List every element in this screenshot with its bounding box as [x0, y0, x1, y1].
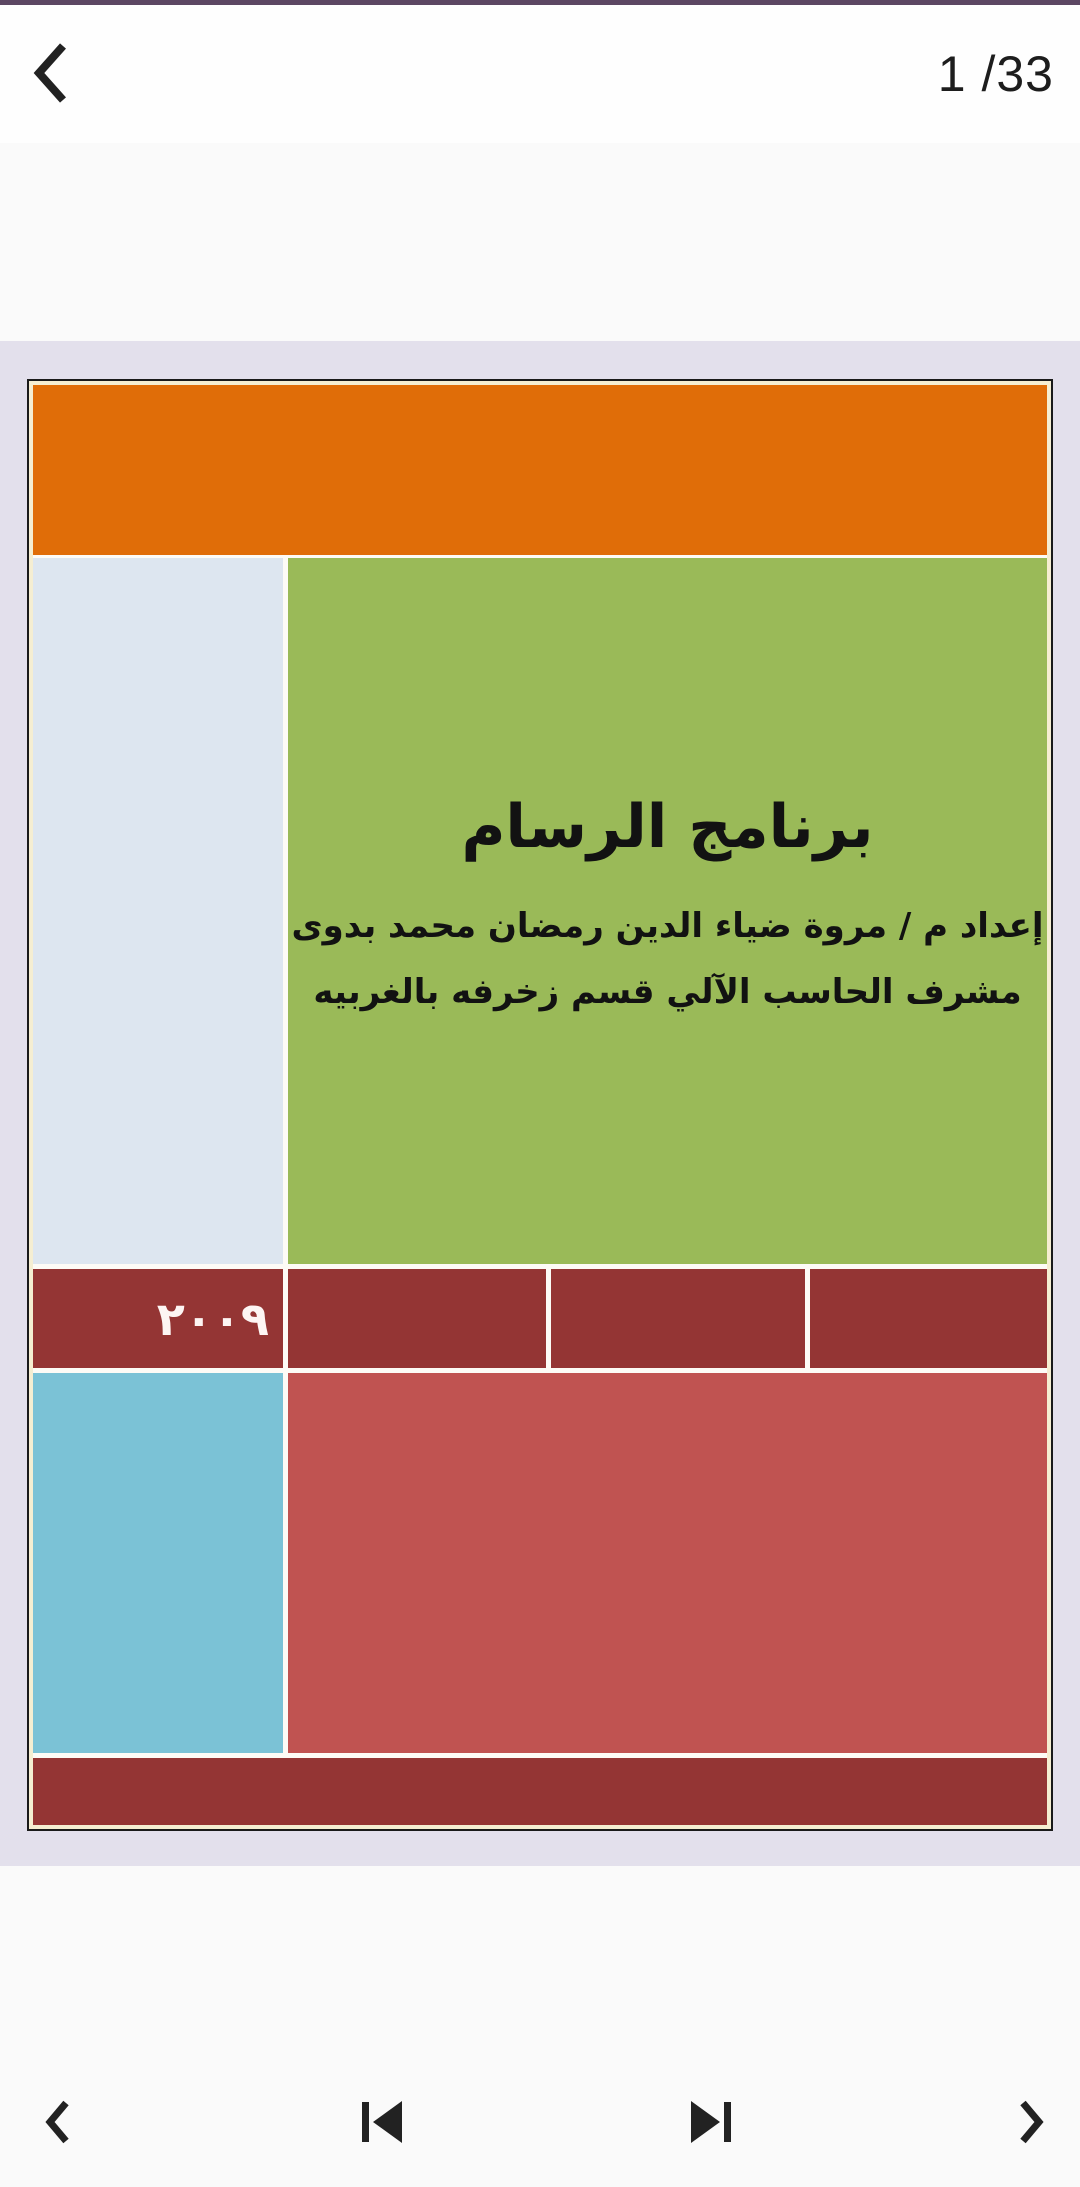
back-button[interactable]: [30, 32, 94, 116]
slide-subtitle: إعداد م / مروة ضياء الدين رمضان محمد بدو…: [288, 893, 1047, 1025]
last-page-button[interactable]: [671, 2083, 751, 2163]
chevron-left-icon: [45, 2099, 71, 2148]
slide-title: برنامج الرسام: [461, 792, 874, 862]
chevron-right-icon: [1018, 2099, 1044, 2148]
slide-prepared-by-line: إعداد م / مروة ضياء الدين رمضان محمد بدو…: [291, 906, 1044, 946]
slide-footer-bar: [33, 1758, 1047, 1825]
slide-left-column-block: [33, 558, 283, 1264]
slide-lightblue-block: [33, 1373, 283, 1753]
slide-year-cell: ٢٠٠٩: [33, 1269, 283, 1368]
page-indicator: 1 /33: [937, 46, 1054, 102]
toolbar: 1 /33: [0, 5, 1080, 143]
skip-to-first-icon: [360, 2100, 404, 2147]
slide-red-cell-3: [551, 1269, 805, 1368]
slide-supervisor-line: مشرف الحاسب الآلي قسم زخرفه بالغربيه: [313, 972, 1022, 1012]
chevron-left-icon: [30, 40, 70, 109]
slide-red-cell-2: [288, 1269, 546, 1368]
document-page[interactable]: برنامج الرسام إعداد م / مروة ضياء الدين …: [27, 379, 1053, 1831]
first-page-button[interactable]: [342, 2083, 422, 2163]
next-page-button[interactable]: [991, 2083, 1071, 2163]
slide-title-block: برنامج الرسام إعداد م / مروة ضياء الدين …: [288, 558, 1047, 1264]
slide-red-block: [288, 1373, 1047, 1753]
previous-page-button[interactable]: [18, 2083, 98, 2163]
skip-to-last-icon: [689, 2100, 733, 2147]
slide-year: ٢٠٠٩: [156, 1291, 269, 1346]
slide-red-cell-4: [810, 1269, 1047, 1368]
status-strip: [0, 0, 1080, 5]
slide-orange-header-block: [33, 385, 1047, 555]
